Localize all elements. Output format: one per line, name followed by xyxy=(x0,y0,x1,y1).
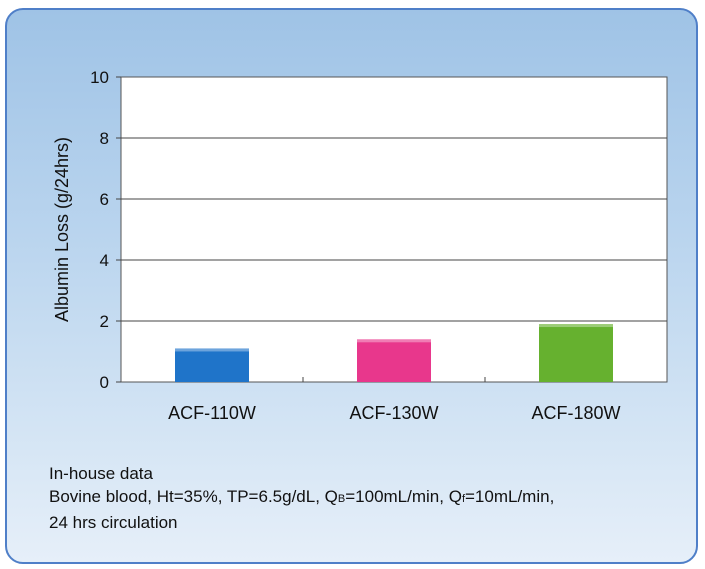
y-tick-label: 8 xyxy=(100,129,109,148)
x-tick-label: ACF-110W xyxy=(168,403,256,423)
note-qf-subscript: f xyxy=(461,493,465,505)
footnote: In-house data Bovine blood, Ht=35%, TP=6… xyxy=(49,462,554,534)
note-conditions-part1: Bovine blood, Ht=35%, TP=6.5g/dL, Q xyxy=(49,487,338,506)
x-axis-labels: ACF-110W ACF-130W ACF-180W xyxy=(168,377,621,423)
y-tick-label: 6 xyxy=(100,190,109,209)
y-tick-label: 10 xyxy=(90,68,109,87)
bar-acf-130w xyxy=(357,339,431,382)
y-tick-label: 0 xyxy=(100,373,109,392)
gridlines xyxy=(121,137,667,322)
y-axis-label: Albumin Loss (g/24hrs) xyxy=(52,137,72,322)
x-tick-label: ACF-130W xyxy=(349,403,438,423)
bars xyxy=(175,324,613,382)
note-source: In-house data xyxy=(49,464,153,483)
note-conditions-part3: =10mL/min, xyxy=(465,487,555,506)
note-duration: 24 hrs circulation xyxy=(49,513,178,532)
bar-acf-180w xyxy=(539,324,613,382)
note-conditions: Bovine blood, Ht=35%, TP=6.5g/dL, QB=100… xyxy=(49,485,554,511)
note-qb-subscript: B xyxy=(337,493,346,505)
y-tick-label: 4 xyxy=(100,251,109,270)
bar-highlight xyxy=(357,339,431,343)
x-tick-label: ACF-180W xyxy=(531,403,620,423)
note-conditions-part2: =100mL/min, Q xyxy=(345,487,462,506)
y-axis-ticks: 0 2 4 6 8 10 xyxy=(90,68,121,392)
bar-acf-110w xyxy=(175,348,249,382)
y-tick-label: 2 xyxy=(100,312,109,331)
bar-highlight xyxy=(539,324,613,328)
bar-highlight xyxy=(175,348,249,352)
